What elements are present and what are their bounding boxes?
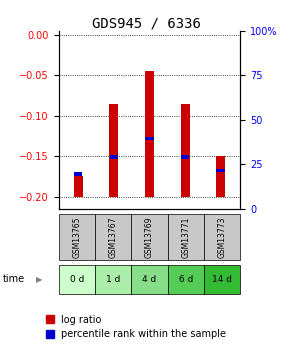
Text: ▶: ▶ [36, 275, 43, 284]
Text: GDS945 / 6336: GDS945 / 6336 [92, 17, 201, 31]
Text: GSM13771: GSM13771 [181, 217, 190, 258]
Text: GSM13769: GSM13769 [145, 216, 154, 258]
Text: 4 d: 4 d [142, 275, 156, 284]
Legend: log ratio, percentile rank within the sample: log ratio, percentile rank within the sa… [46, 315, 226, 339]
Bar [217, 169, 225, 172]
Bar [74, 172, 82, 176]
Bar [216, 156, 225, 197]
Bar [180, 104, 190, 197]
Bar [145, 137, 154, 140]
Text: 1 d: 1 d [106, 275, 120, 284]
Bar [110, 155, 118, 159]
Text: 0 d: 0 d [69, 275, 84, 284]
Bar [74, 176, 83, 197]
Bar [145, 71, 154, 197]
Text: GSM13773: GSM13773 [218, 216, 226, 258]
Text: GSM13767: GSM13767 [109, 216, 117, 258]
Text: GSM13765: GSM13765 [72, 216, 81, 258]
Text: time: time [3, 274, 25, 284]
Bar [109, 104, 118, 197]
Bar [181, 155, 189, 159]
Text: 6 d: 6 d [178, 275, 193, 284]
Text: 14 d: 14 d [212, 275, 232, 284]
